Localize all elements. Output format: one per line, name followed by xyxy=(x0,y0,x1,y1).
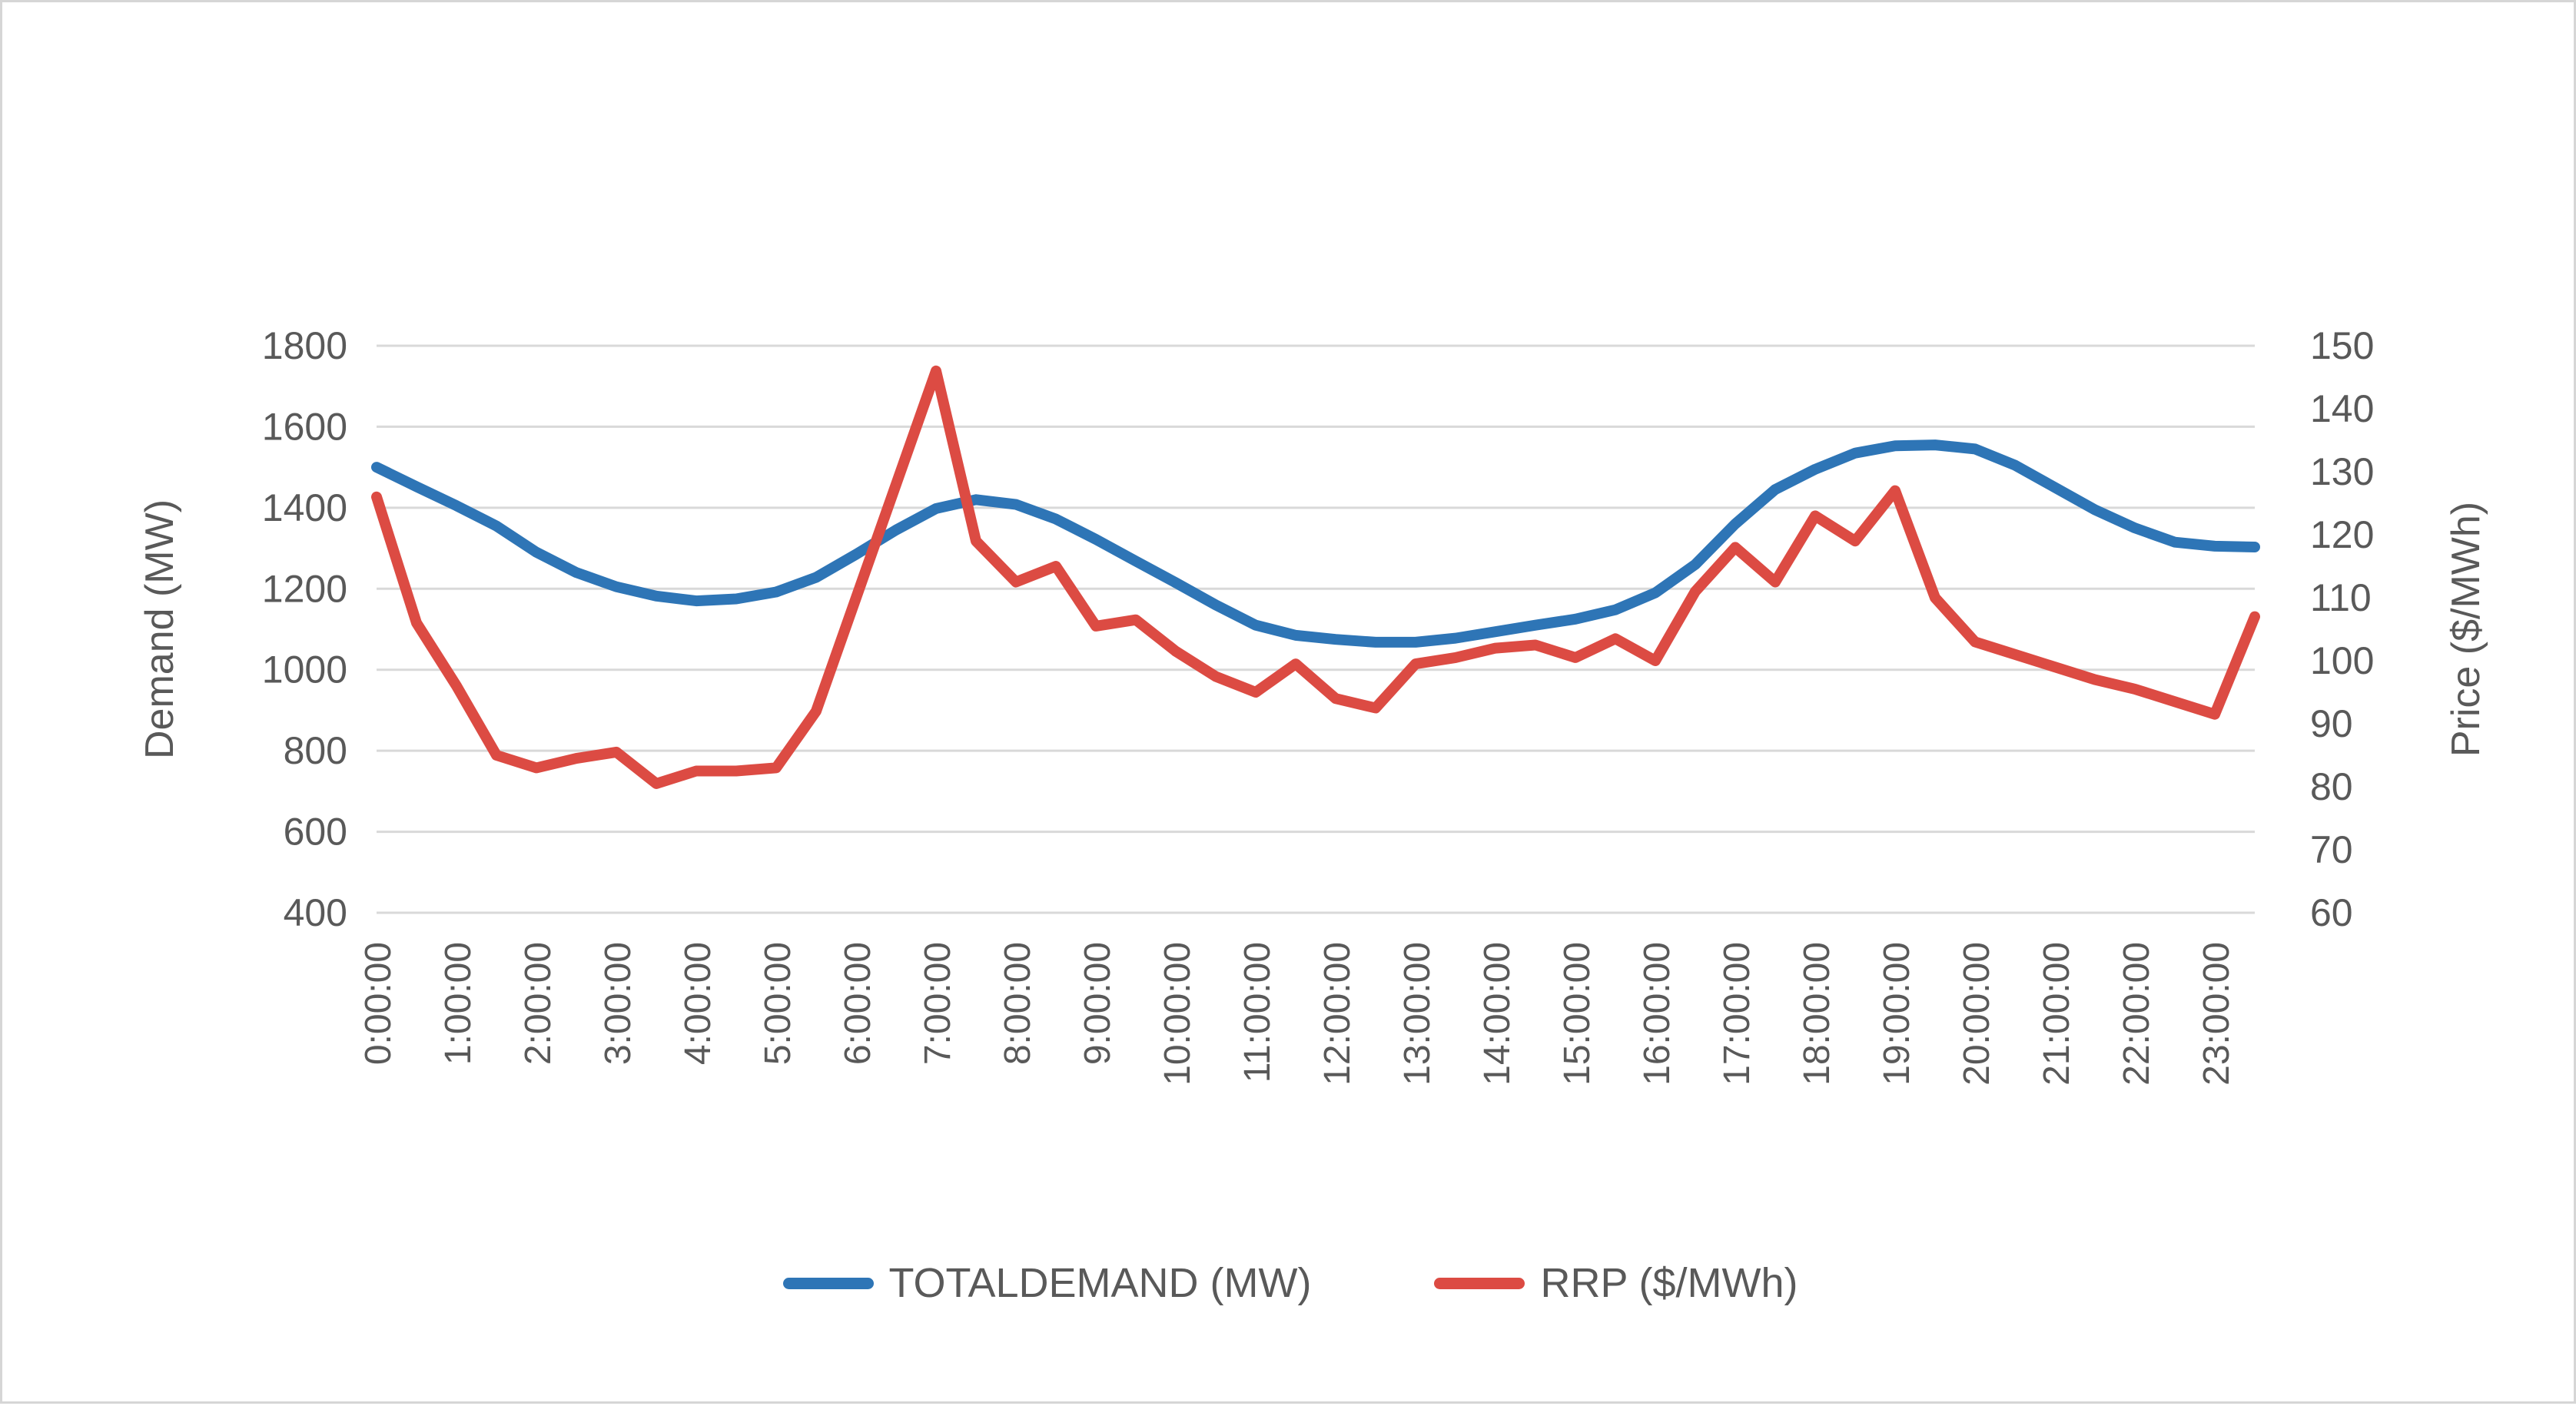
y-axis-left-tick-label: 1000 xyxy=(262,648,347,691)
x-axis-tick-label: 7:00:00 xyxy=(918,942,958,1065)
y-axis-right-title: Price ($/MWh) xyxy=(2444,502,2488,757)
y-axis-left-tick-label: 1400 xyxy=(262,486,347,529)
x-axis-tick-label: 10:00:00 xyxy=(1157,942,1198,1086)
y-axis-left-tick-label: 1800 xyxy=(262,324,347,367)
y-axis-left-tick-label: 600 xyxy=(284,811,347,854)
x-axis-tick-label: 21:00:00 xyxy=(2037,942,2077,1086)
y-axis-left-tick-label: 400 xyxy=(284,891,347,934)
x-axis-tick-label: 4:00:00 xyxy=(678,942,719,1065)
y-axis-right-tick-label: 110 xyxy=(2310,576,2372,619)
x-axis-tick-label: 17:00:00 xyxy=(1717,942,1758,1086)
x-axis-tick-label: 12:00:00 xyxy=(1317,942,1358,1086)
y-axis-right-tick-label: 60 xyxy=(2310,891,2353,934)
x-axis-tick-label: 20:00:00 xyxy=(1957,942,1997,1086)
x-axis-tick-label: 22:00:00 xyxy=(2116,942,2157,1086)
legend-item-totaldemand: TOTALDEMAND (MW) xyxy=(782,1259,1312,1307)
x-axis-tick-label: 15:00:00 xyxy=(1557,942,1598,1086)
x-axis-tick-label: 0:00:00 xyxy=(358,942,399,1065)
x-axis-tick-label: 19:00:00 xyxy=(1877,942,1917,1086)
totaldemand-line-series xyxy=(371,439,2260,648)
x-axis-tick-label: 18:00:00 xyxy=(1797,942,1837,1086)
legend-label-totaldemand: TOTALDEMAND (MW) xyxy=(888,1260,1312,1306)
y-axis-left-tick-label: 800 xyxy=(284,729,347,772)
y-axis-right-tick-label: 80 xyxy=(2310,765,2353,808)
x-axis-tick-label: 14:00:00 xyxy=(1477,942,1518,1086)
x-axis-tick-label: 23:00:00 xyxy=(2196,942,2237,1086)
y-axis-right-tick-label: 140 xyxy=(2310,387,2374,430)
legend: TOTALDEMAND (MW) RRP ($/MWh) xyxy=(2,1241,2576,1325)
y-axis-right-tick-label: 100 xyxy=(2310,639,2374,682)
x-axis-tick-label: 13:00:00 xyxy=(1397,942,1438,1086)
x-axis-tick-label: 11:00:00 xyxy=(1237,942,1278,1083)
y-axis-right-tick-label: 150 xyxy=(2310,324,2374,367)
x-axis-tick-label: 1:00:00 xyxy=(438,942,479,1065)
x-axis-tick-label: 3:00:00 xyxy=(598,942,639,1065)
legend-item-rrp: RRP ($/MWh) xyxy=(1434,1259,1798,1307)
x-axis-tick-label: 16:00:00 xyxy=(1637,942,1678,1086)
y-axis-right-tick-label: 120 xyxy=(2310,513,2374,556)
x-axis-tick-label: 5:00:00 xyxy=(758,942,798,1065)
totaldemand-series-swatch xyxy=(782,1277,874,1289)
y-axis-left-title: Demand (MW) xyxy=(138,499,182,759)
y-axis-right-tick-label: 70 xyxy=(2310,828,2353,871)
y-axis-right-tick-label: 130 xyxy=(2310,450,2374,493)
rrp-series-swatch xyxy=(1434,1277,1525,1289)
legend-label-rrp: RRP ($/MWh) xyxy=(1540,1260,1798,1306)
x-axis-tick-label: 2:00:00 xyxy=(518,942,559,1065)
x-axis-tick-label: 8:00:00 xyxy=(998,942,1038,1065)
y-axis-left-tick-label: 1600 xyxy=(262,405,347,448)
y-axis-right-tick-label: 90 xyxy=(2310,702,2353,745)
y-axis-left-tick-label: 1200 xyxy=(262,567,347,610)
rrp-line-series xyxy=(371,365,2260,789)
x-axis-tick-label: 9:00:00 xyxy=(1077,942,1118,1065)
x-axis-tick-label: 6:00:00 xyxy=(838,942,878,1065)
